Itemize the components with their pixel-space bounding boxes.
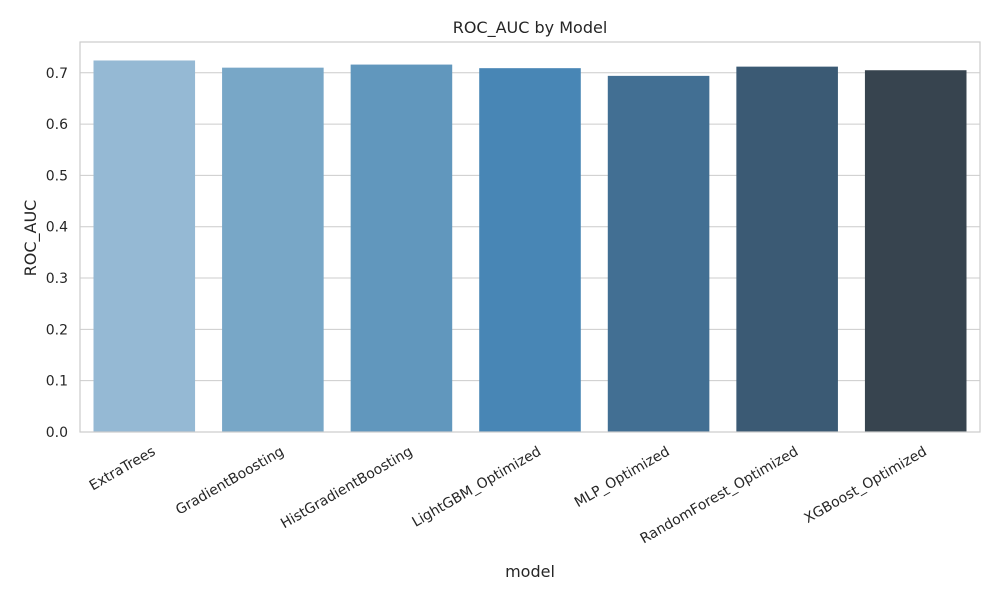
x-tick-label: ExtraTrees xyxy=(87,444,159,495)
bars xyxy=(93,60,967,433)
y-tick-label: 0.4 xyxy=(46,220,68,236)
y-tick-label: 0.7 xyxy=(46,66,68,82)
bar xyxy=(864,70,967,432)
x-tick-label: LightGBM_Optimized xyxy=(409,444,544,531)
bar xyxy=(222,67,324,432)
x-tick-labels: ExtraTrees GradientBoostingHistGradientBo… xyxy=(87,444,930,548)
x-axis-label: model xyxy=(505,562,555,581)
y-tick-label: 0.2 xyxy=(46,322,68,338)
bar xyxy=(607,75,710,433)
x-tick-label: HistGradientBoosting xyxy=(278,444,415,533)
x-tick-label: GradientBoosting xyxy=(173,444,287,519)
bar xyxy=(93,60,196,432)
plot-frame xyxy=(79,41,981,433)
y-tick-label: 0.0 xyxy=(46,425,68,441)
bar xyxy=(479,68,581,432)
y-tick-labels: 0.0 0.1 0.2 0.3 0.4 0.5 0.6 0.7 xyxy=(46,66,68,441)
y-tick-label: 0.5 xyxy=(46,168,68,184)
y-tick-label: 0.3 xyxy=(46,271,68,287)
bar xyxy=(350,64,453,432)
x-tick-label: XGBoost_Optimized xyxy=(802,444,930,527)
y-axis-label: ROC_AUC xyxy=(21,200,41,277)
y-tick-label: 0.6 xyxy=(46,117,68,133)
y-tick-label: 0.1 xyxy=(46,374,68,390)
x-tick-label: MLP_Optimized xyxy=(572,444,673,511)
chart-title: ROC_AUC by Model xyxy=(453,18,608,38)
bar xyxy=(736,66,838,432)
